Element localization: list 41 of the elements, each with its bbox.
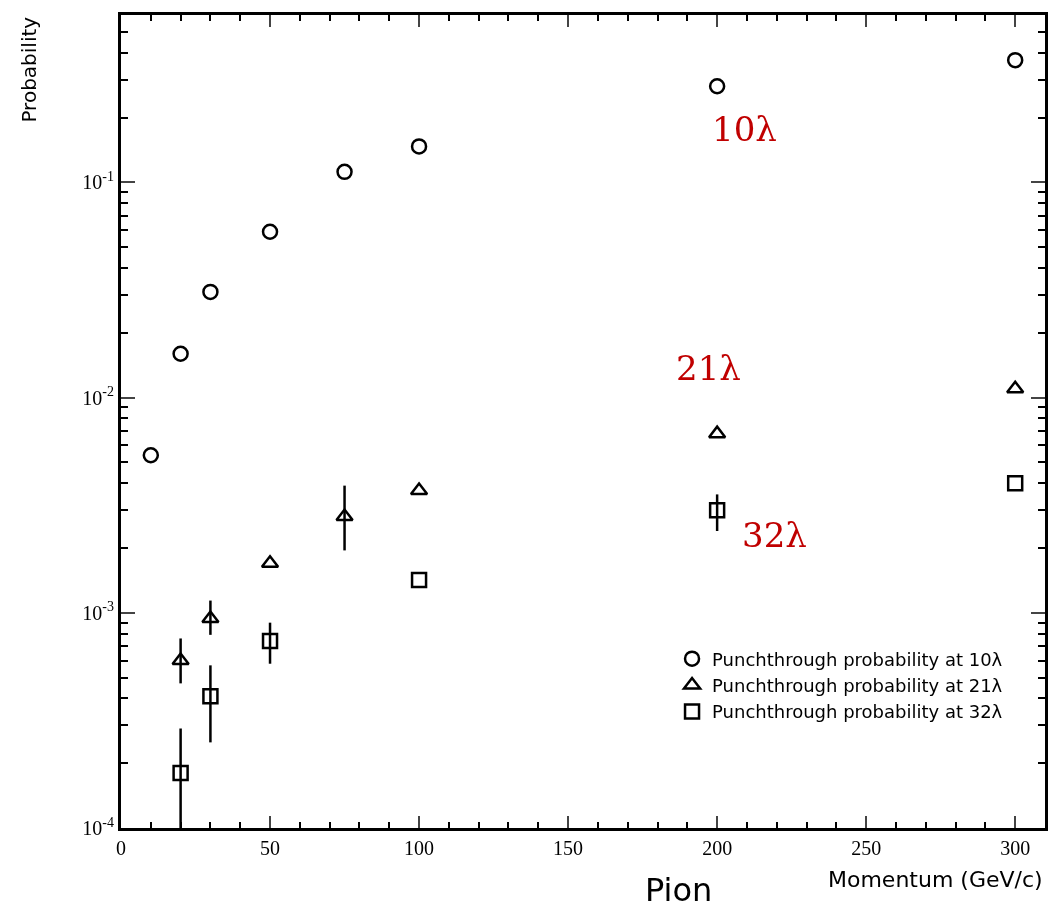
x-tick-label: 250 (851, 837, 882, 859)
y-tick-label: 10$^{-1}$ (82, 169, 114, 194)
point (410, 138, 428, 155)
point (202, 283, 219, 301)
point (261, 223, 279, 240)
point (171, 652, 190, 666)
point (336, 163, 353, 181)
point (202, 687, 219, 705)
text: Pion (645, 871, 713, 909)
y-axis-title: Probability (16, 16, 41, 123)
legend-label: Punchthrough probability at 21λ (712, 675, 1003, 697)
x-axis-title: Momentum (GeV/c) (828, 867, 1043, 892)
point (1006, 475, 1024, 492)
x-tick-label: 50 (260, 837, 281, 859)
point (172, 764, 189, 782)
annotation: 21λ (676, 348, 741, 388)
point (172, 345, 189, 362)
point (1005, 380, 1025, 394)
x-tick-label: 150 (553, 837, 584, 859)
point (707, 425, 727, 439)
x-tick-label: 200 (702, 837, 733, 859)
point (1006, 51, 1024, 69)
y-tick-label: 10$^{-2}$ (82, 384, 114, 409)
y-tick-label: 10$^{-4}$ (82, 814, 114, 839)
point (708, 501, 726, 519)
x-tick-label: 100 (404, 837, 435, 859)
annotation: 10λ (712, 109, 777, 149)
legend-label: Punchthrough probability at 10λ (712, 648, 1003, 670)
point (261, 632, 279, 650)
point (142, 446, 160, 464)
point (260, 554, 280, 568)
point (410, 571, 428, 589)
point (708, 77, 726, 95)
x-tick-label: 0 (116, 837, 126, 859)
point (335, 508, 354, 522)
point (409, 482, 429, 496)
point (201, 610, 220, 624)
annotation: 32λ (742, 515, 807, 555)
x-tick-label: 300 (1000, 837, 1031, 859)
legend-label: Punchthrough probability at 32λ (712, 701, 1003, 723)
y-tick-label: 10$^{-3}$ (82, 599, 114, 624)
